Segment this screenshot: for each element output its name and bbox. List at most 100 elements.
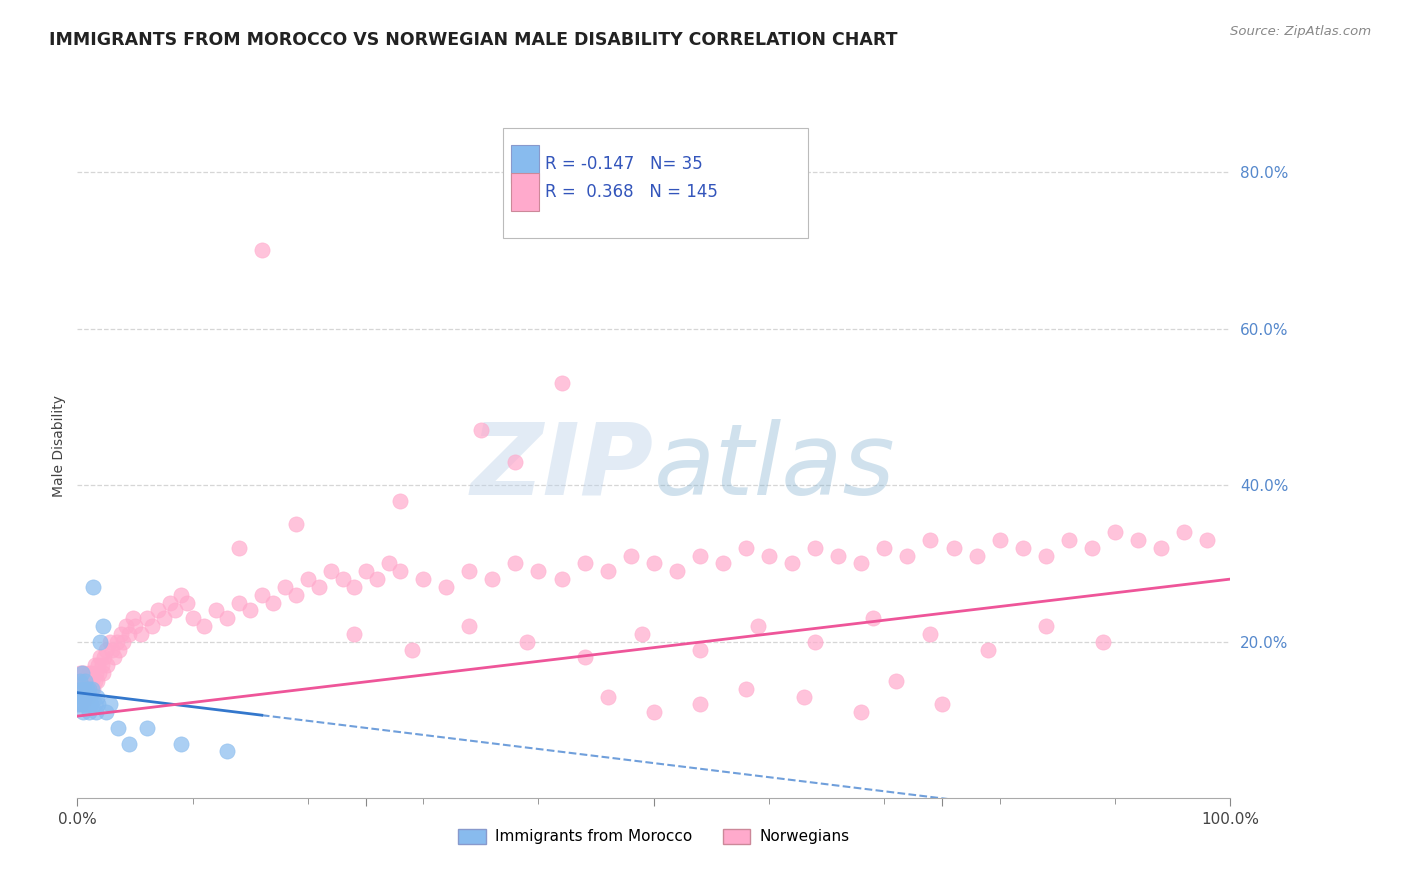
Point [735,681,758,696]
Point [73,698,96,712]
Point [69,673,91,688]
Point [77,705,100,719]
Point [124,619,146,633]
Text: R =  0.368   N = 145: R = 0.368 N = 145 [546,183,718,202]
Point [458,564,481,578]
Point [804,634,827,648]
Point [1150,541,1173,555]
Point [285,517,308,532]
Point [1057,533,1080,547]
Point [711,557,734,571]
Point [89,634,111,648]
Point [643,705,665,719]
Point [851,557,873,571]
Point [69,690,91,704]
Point [76,673,98,688]
Point [76,681,98,696]
Point [69,690,91,704]
Y-axis label: Male Disability: Male Disability [52,395,66,497]
Point [505,455,527,469]
Point [988,533,1011,547]
Point [96,705,118,719]
Point [69,681,91,696]
Point [574,650,596,665]
Point [332,572,354,586]
Point [91,619,114,633]
Point [82,681,104,696]
Point [75,681,97,696]
Point [793,690,815,704]
Text: ZIP: ZIP [471,418,654,516]
Point [83,698,105,712]
Point [89,666,111,681]
Point [1011,541,1033,555]
Point [204,603,226,617]
Point [86,690,108,704]
Point [596,564,619,578]
Point [103,650,125,665]
Point [89,650,111,665]
Point [389,493,412,508]
Point [107,721,129,735]
Point [389,564,412,578]
Point [643,557,665,571]
Point [250,244,273,258]
Point [1104,525,1126,540]
Point [239,603,262,617]
Point [747,619,769,633]
Point [73,690,96,704]
Point [70,666,93,681]
Point [217,744,239,758]
Point [516,634,538,648]
Point [550,376,572,391]
Point [780,557,803,571]
Point [1035,619,1057,633]
Point [873,541,896,555]
Point [76,698,98,712]
Point [942,541,965,555]
Point [87,698,110,712]
Point [101,642,124,657]
Point [228,596,250,610]
Point [412,572,434,586]
Point [73,666,96,681]
Point [250,588,273,602]
Point [72,705,94,719]
Point [70,690,93,704]
Point [79,673,101,688]
Point [72,690,94,704]
Point [165,603,187,617]
Point [76,690,98,704]
Point [620,549,643,563]
Point [70,666,93,681]
Point [689,642,711,657]
Point [67,681,90,696]
Text: atlas: atlas [654,418,896,516]
Point [434,580,457,594]
Point [851,705,873,719]
Point [75,690,97,704]
Point [308,580,330,594]
Point [481,572,503,586]
Point [285,588,308,602]
Point [153,611,174,625]
Point [118,737,141,751]
Point [112,634,135,648]
Point [108,642,131,657]
Point [72,673,94,688]
Point [114,619,136,633]
Point [758,549,780,563]
Point [93,650,115,665]
Point [343,580,366,594]
Point [82,681,104,696]
Point [96,642,118,657]
Point [1092,634,1115,648]
Point [884,673,907,688]
Point [804,541,827,555]
Point [77,681,100,696]
Point [110,627,132,641]
Point [470,423,492,437]
Point [343,627,366,641]
Point [84,666,107,681]
Point [83,673,105,688]
